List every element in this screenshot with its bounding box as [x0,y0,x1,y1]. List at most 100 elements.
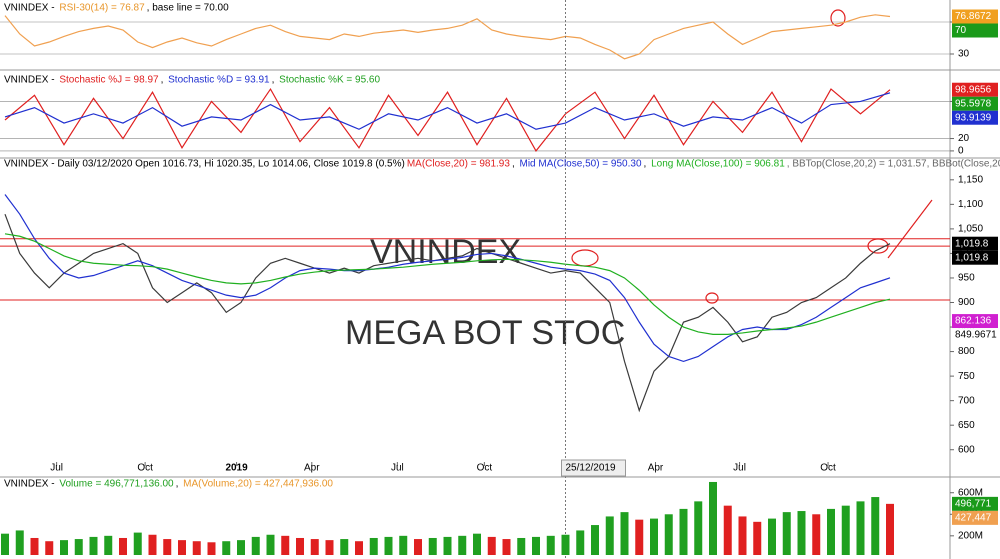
value-marker-box [952,23,998,38]
volume-bar [281,535,290,555]
volume-bar [178,540,186,555]
y-tick-label: 200M [958,530,983,541]
panel-header: Mid MA(Close,50) = 950.30 [520,159,642,170]
value-marker-label: 1,019.8 [955,238,989,249]
annotation-circle [830,9,846,27]
volume-bar [871,497,880,555]
volume-bar [886,503,894,555]
panel-header: VNINDEX - Daily 03/12/2020 Open 1016.73,… [4,159,405,170]
y-tick-label: 800 [958,346,975,357]
y-tick-label: 600M [958,487,983,498]
value-marker-box [952,9,998,24]
annotation-circle [705,292,719,304]
y-tick-label: 20 [958,133,970,144]
volume-bar [709,481,717,555]
panel-header: , [512,159,518,170]
volume-bar [723,505,732,555]
volume-bar [679,508,688,555]
trend-arrow [887,199,933,259]
value-marker-box [952,510,998,525]
volume-bar [738,516,747,555]
panel-header: Stochastic %D = 93.91 [168,75,270,86]
volume-bar [532,536,540,555]
series-line [4,87,891,152]
value-marker-label: 93.9139 [955,112,992,123]
volume-bar [797,511,806,555]
volume-bar [104,535,113,555]
volume-bar [694,501,703,555]
volume-bar [782,512,791,555]
value-marker-label: 98.9656 [955,84,992,95]
panel-header: VNINDEX - [4,75,57,86]
volume-bar [355,541,363,555]
volume-bar [74,539,83,555]
volume-bar [310,539,319,555]
volume-bar [399,535,408,555]
value-marker-box [952,236,998,251]
volume-bar [222,541,231,555]
volume-bar [605,516,614,555]
cursor-label-box [561,459,626,477]
y-tick-label: 900 [958,297,975,308]
watermark: VNINDEX [370,233,521,271]
x-tick-label: Jul [391,463,404,474]
watermark: MEGA BOT STOC [345,314,625,352]
panel-header: MA(Close,20) = 981.93 [407,159,511,170]
value-marker-box [952,96,998,111]
volume-bar [384,536,393,555]
volume-bar [60,540,68,555]
volume-bar [192,541,201,555]
volume-bar [487,536,496,555]
panel-header: , [272,75,278,86]
value-marker-label: 95.5978 [955,98,992,109]
volume-bar [251,536,260,555]
volume-bar [30,537,39,555]
volume-bar [340,539,349,555]
volume-bar [650,518,658,555]
volume-bar [768,518,776,555]
cursor-label: 25/12/2019 [566,463,616,474]
y-tick-label: 650 [958,420,975,431]
x-tick-label: Apr [648,463,664,474]
value-marker-label: 76.8672 [955,11,992,22]
volume-bar [576,530,585,555]
y-tick-label: 30 [958,49,970,60]
volume-bar [473,533,481,555]
series-line [4,194,891,363]
value-marker-box [952,314,998,329]
x-tick-label: Oct [137,463,153,474]
panel-header: VNINDEX - [4,3,57,14]
volume-bar [414,539,422,555]
volume-bar [237,540,245,555]
y-tick-label: 1,100 [958,199,983,210]
volume-bar [517,537,526,555]
panel-header: , [644,159,650,170]
volume-bar [635,519,644,555]
value-marker-box [952,82,998,97]
value-marker-box [952,110,998,125]
y-tick-label: 600 [958,444,975,455]
y-tick-label: 1,050 [958,224,983,235]
x-tick-label: Jul [733,463,746,474]
panel-header: , BBTop(Close,20,2) = 1,031.57, BBBot(Cl… [787,159,1000,170]
volume-bar [133,532,142,555]
value-marker-label: 849.9671 [955,330,997,341]
value-marker-label: 427,447 [955,512,992,523]
volume-bar [325,540,334,555]
y-tick-label: 1,150 [958,174,983,185]
y-tick-label: 0 [958,146,964,157]
y-tick-label: 750 [958,371,975,382]
value-marker-label: 70 [955,25,967,36]
series-line [4,14,891,60]
series-line [4,213,891,413]
volume-bar [591,525,599,555]
panel-header: VNINDEX - [4,479,57,490]
volume-bar [15,530,24,555]
value-marker-label: 496,771 [955,498,992,509]
volume-bar [812,514,821,555]
value-marker-box [952,250,998,265]
x-tick-label: Jul [50,463,63,474]
volume-bar [827,508,835,555]
